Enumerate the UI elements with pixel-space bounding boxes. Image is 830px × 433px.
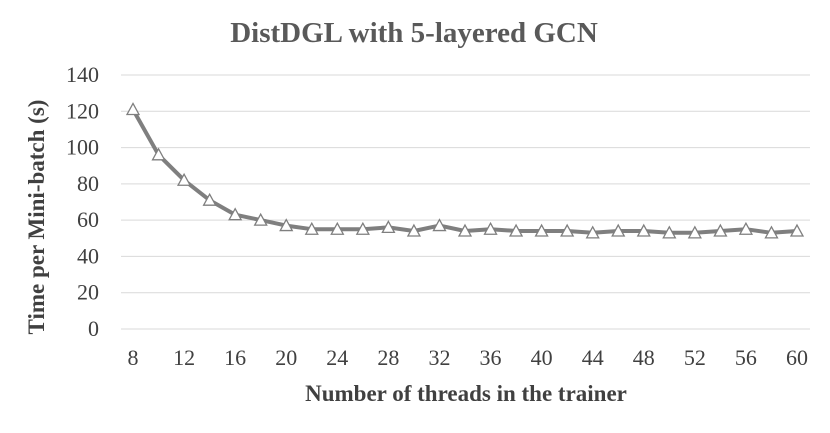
data-point-marker: [585, 225, 600, 239]
y-axis-ticks: 0 20 40 60 80 100 120 140: [66, 62, 99, 341]
data-point-marker: [355, 221, 370, 235]
data-point-marker: [125, 102, 141, 116]
x-tick-label: 12: [173, 345, 195, 370]
gridlines: [121, 74, 810, 330]
data-point-marker: [381, 220, 396, 234]
data-point-marker: [560, 223, 575, 237]
data-point-marker: [738, 221, 754, 235]
x-tick-label: 48: [633, 345, 655, 370]
x-tick-label: 36: [480, 345, 502, 370]
x-tick-label: 60: [786, 345, 808, 370]
data-point-marker: [508, 223, 524, 237]
data-point-marker: [483, 221, 498, 235]
data-point-marker: [228, 207, 243, 221]
y-tick-label: 20: [77, 280, 99, 305]
x-tick-label: 52: [684, 345, 706, 370]
data-point-marker: [457, 223, 473, 237]
series-layer: [125, 102, 805, 239]
y-tick-label: 100: [66, 135, 99, 160]
data-point-marker: [279, 218, 294, 232]
x-tick-label: 20: [275, 345, 297, 370]
y-tick-label: 0: [88, 316, 99, 341]
data-point-marker: [636, 223, 651, 237]
y-axis-title: Time per Mini-batch (s): [24, 100, 49, 335]
y-tick-label: 140: [66, 62, 99, 87]
data-point-marker: [534, 223, 549, 237]
data-point-marker: [253, 212, 268, 226]
data-point-marker: [687, 225, 702, 239]
x-tick-label: 44: [582, 345, 604, 370]
x-tick-label: 40: [531, 345, 553, 370]
data-point-marker: [406, 223, 422, 237]
data-point-marker: [611, 223, 626, 237]
x-tick-label: 16: [224, 345, 246, 370]
data-point-marker: [789, 223, 805, 237]
x-tick-label: 8: [128, 345, 139, 370]
x-tick-label: 56: [735, 345, 757, 370]
x-tick-label: 24: [326, 345, 348, 370]
data-point-marker: [202, 192, 217, 206]
data-point-marker: [330, 221, 345, 235]
data-point-marker: [304, 221, 319, 235]
x-axis-title: Number of threads in the trainer: [305, 381, 627, 406]
x-axis-ticks: 8 12 16 20 24 28 32 36 40 44 48 52 56 60: [128, 345, 809, 370]
data-point-marker: [432, 218, 447, 232]
y-tick-label: 40: [77, 243, 99, 268]
x-tick-label: 28: [377, 345, 399, 370]
y-tick-label: 80: [77, 171, 99, 196]
data-point-marker: [713, 223, 728, 237]
data-point-marker: [151, 147, 166, 161]
chart-title: DistDGL with 5-layered GCN: [230, 17, 598, 49]
data-point-marker: [662, 225, 677, 239]
data-point-marker: [176, 172, 192, 186]
data-point-marker: [764, 225, 779, 239]
y-tick-label: 120: [66, 98, 99, 123]
x-tick-label: 32: [428, 345, 450, 370]
y-tick-label: 60: [77, 207, 99, 232]
